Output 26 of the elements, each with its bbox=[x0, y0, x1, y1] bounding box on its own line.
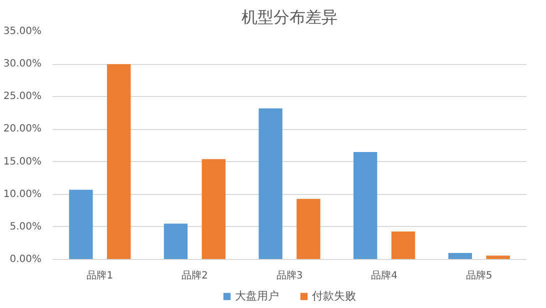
x-tick-label: 品牌1 bbox=[86, 270, 114, 282]
x-tick-label: 品牌5 bbox=[466, 270, 492, 282]
bar bbox=[69, 190, 93, 260]
x-tick-label: 品牌4 bbox=[371, 270, 398, 282]
bar bbox=[258, 108, 282, 260]
legend-label: 大盘用户 bbox=[235, 288, 279, 304]
x-tick-label: 品牌2 bbox=[182, 270, 208, 282]
bar bbox=[353, 152, 378, 260]
y-tick-label: 5.00% bbox=[10, 221, 42, 232]
legend-label: 付款失败 bbox=[312, 288, 356, 304]
x-tick-label: 品牌3 bbox=[276, 270, 303, 282]
bar bbox=[107, 64, 131, 260]
chart-title: 机型分布差异 bbox=[242, 8, 338, 26]
bar bbox=[448, 252, 472, 260]
y-tick-label: 35.00% bbox=[3, 26, 42, 37]
bar bbox=[202, 159, 226, 260]
y-tick-label: 25.00% bbox=[3, 91, 42, 102]
y-tick-label: 10.00% bbox=[3, 188, 42, 200]
bar bbox=[296, 198, 320, 260]
bar bbox=[391, 231, 416, 260]
y-tick-label: 15.00% bbox=[3, 156, 42, 168]
y-tick-label: 20.00% bbox=[3, 124, 42, 135]
y-tick-label: 30.00% bbox=[3, 58, 42, 70]
bar bbox=[486, 256, 510, 260]
y-tick-label: 0.00% bbox=[10, 254, 42, 265]
bar bbox=[164, 224, 188, 260]
